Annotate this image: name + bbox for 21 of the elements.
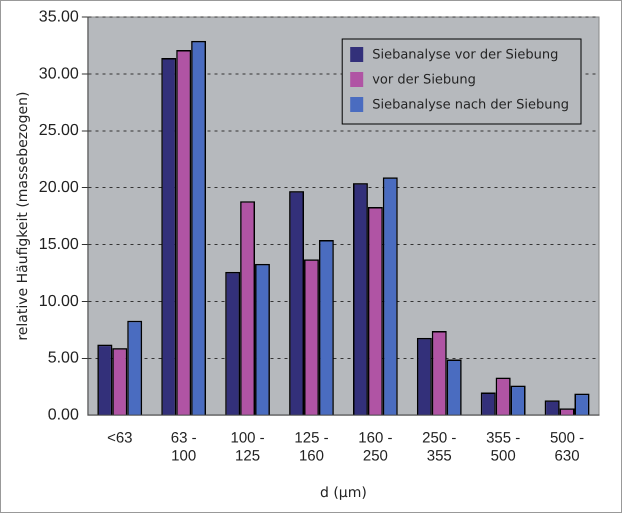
x-tick-label: 355 - 500 (486, 429, 520, 464)
y-tick-label: 25.00 (38, 122, 79, 140)
x-axis-title: d (µm) (320, 485, 367, 502)
y-axis-title: relative Häufigkeit (massebezogen) (15, 92, 32, 341)
x-tick-label: 250 - 355 (422, 429, 456, 464)
x-tick-label: 125 - 160 (294, 429, 329, 464)
y-tick-label: 20.00 (38, 179, 79, 196)
legend-label: vor der Siebung (372, 72, 476, 88)
x-tick-label: 160 - 250 (358, 429, 392, 464)
y-tick-label: 5.00 (48, 350, 79, 367)
legend-label: Siebanalyse nach der Siebung (372, 97, 570, 112)
x-tick-label: 63 - 100 (170, 429, 197, 464)
y-tick-label: 15.00 (38, 236, 79, 253)
y-tick-label: 35.00 (38, 8, 79, 26)
x-tick-label: 100 - 125 (230, 429, 265, 464)
y-tick-label: 30.00 (38, 65, 79, 82)
legend-label: Siebanalyse vor der Siebung (372, 47, 558, 62)
x-tick-label: 500 - 630 (550, 429, 584, 464)
y-tick-label: 0.00 (48, 406, 79, 424)
x-tick-label: <63 (107, 429, 133, 446)
y-tick-label: 10.00 (38, 292, 79, 310)
